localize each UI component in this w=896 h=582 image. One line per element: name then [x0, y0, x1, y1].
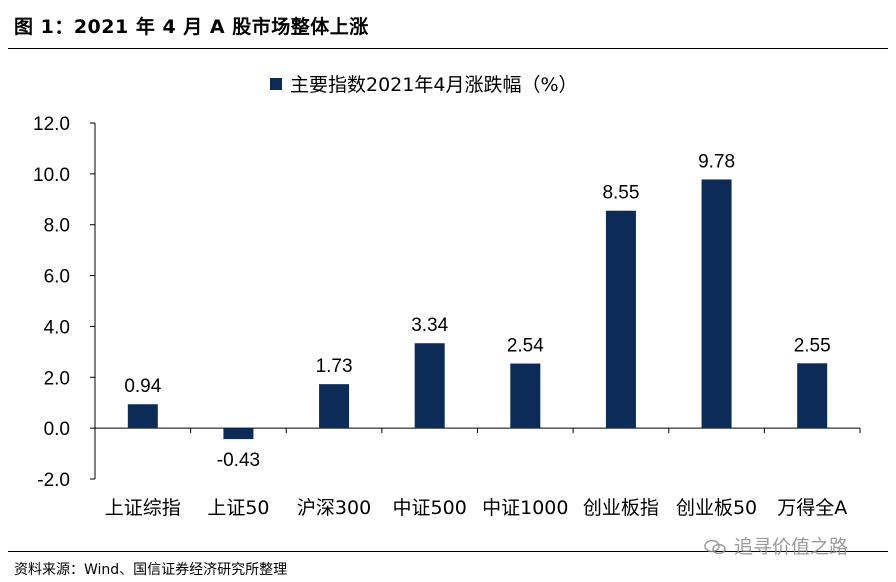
category-label: 中证500: [393, 497, 467, 519]
legend: 主要指数2021年4月涨跌幅（%）: [270, 74, 578, 96]
watermark-text: 追寻价值之路: [734, 536, 849, 558]
y-tick-label: 8.0: [44, 216, 70, 237]
data-label: 8.55: [602, 183, 639, 204]
legend-label: 主要指数2021年4月涨跌幅（%）: [290, 74, 578, 96]
y-tick-label: 4.0: [44, 317, 70, 338]
data-label: 3.34: [411, 315, 448, 336]
axes: [90, 122, 861, 480]
data-label: 9.78: [698, 151, 735, 172]
bar: [319, 384, 350, 429]
category-label: 创业板指: [583, 497, 659, 519]
y-tick-label: 0.0: [44, 419, 70, 440]
legend-swatch: [270, 78, 282, 90]
category-label: 沪深300: [297, 497, 371, 519]
y-tick-label: 2.0: [44, 368, 70, 389]
wechat-icon: [704, 539, 726, 555]
data-labels: 0.94 -0.43 1.73 3.34 2.54 8.55 9.78 2.55: [124, 151, 830, 471]
y-tick-labels: 12.0 10.0 8.0 6.0 4.0 2.0 0.0 -2.0: [33, 114, 70, 491]
data-label: 2.54: [507, 336, 544, 357]
data-label: -0.43: [217, 450, 260, 471]
bars: [127, 179, 828, 440]
data-label: 0.94: [124, 376, 161, 397]
category-label: 创业板50: [676, 497, 757, 519]
category-label: 万得全A: [777, 497, 847, 519]
bar: [797, 363, 828, 429]
y-tick-label: 12.0: [33, 114, 70, 135]
bar: [127, 404, 158, 429]
bar: [223, 428, 254, 440]
source-note: 资料来源：Wind、国信证券经济研究所整理: [14, 562, 288, 578]
figure-title: 图 1：2021 年 4 月 A 股市场整体上涨: [14, 16, 369, 38]
category-label: 上证综指: [105, 497, 181, 519]
y-tick-label: 10.0: [33, 165, 70, 186]
watermark: 追寻价值之路: [704, 532, 848, 559]
y-tick-label: 6.0: [44, 267, 70, 288]
category-labels: 上证综指 上证50 沪深300 中证500 中证1000 创业板指 创业板50 万得全A: [105, 497, 847, 519]
data-label: 2.55: [794, 335, 831, 356]
bar: [414, 343, 445, 429]
y-tick-label: -2.0: [37, 470, 70, 491]
category-label: 上证50: [207, 497, 269, 519]
title-rule: [8, 48, 888, 49]
category-label: 中证1000: [482, 497, 568, 519]
bar: [701, 179, 732, 429]
bar: [510, 363, 541, 429]
data-label: 1.73: [316, 356, 353, 377]
footer-rule: [8, 551, 888, 552]
bar: [605, 210, 636, 429]
